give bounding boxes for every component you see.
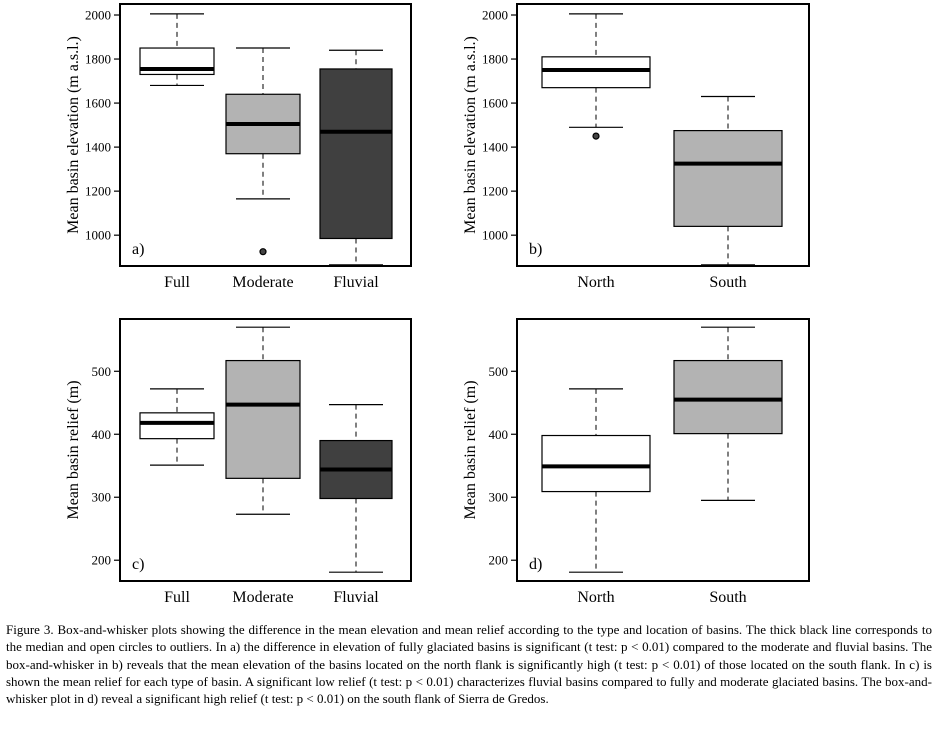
panel-3: 200 300 400 500 Mean basin relief (m) c) Full M…	[65, 318, 412, 606]
y-tick-label: 1200	[482, 184, 508, 199]
y-tick-label: 1800	[85, 52, 111, 67]
iqr-box	[319, 68, 393, 240]
iqr-box	[673, 359, 783, 435]
iqr-box	[541, 56, 651, 89]
x-category-label: South	[709, 589, 746, 606]
box-south	[673, 95, 783, 266]
x-category-label: North	[577, 274, 614, 291]
panel-label: d)	[529, 556, 542, 573]
box-moderate	[225, 326, 301, 515]
figure-caption: Figure 3. Box-and-whisker plots showing …	[6, 622, 932, 707]
box-south	[673, 326, 783, 501]
plot-frame	[516, 3, 810, 267]
y-axis-label: Mean basin elevation (m a.s.l.)	[462, 36, 479, 234]
iqr-box	[139, 412, 215, 440]
y-tick-label: 500	[92, 364, 112, 379]
iqr-box	[673, 129, 783, 227]
box-fluvial	[319, 49, 393, 266]
plot-frame	[119, 3, 412, 267]
box-fluvial	[319, 404, 393, 573]
y-tick-label: 1400	[482, 140, 508, 155]
x-category-label: Moderate	[232, 589, 293, 606]
panel-4: 200 300 400 500 Mean basin relief (m) d) North…	[462, 318, 810, 606]
box-north	[541, 13, 651, 140]
y-axis-label: Mean basin elevation (m a.s.l.)	[65, 36, 82, 234]
panel-label: c)	[132, 556, 144, 573]
y-tick-label: 1600	[85, 96, 111, 111]
box-north	[541, 388, 651, 573]
box-full	[139, 388, 215, 466]
iqr-box	[541, 434, 651, 493]
plot-frame	[119, 318, 412, 582]
y-tick-label: 300	[489, 490, 509, 505]
x-category-label: Fluvial	[333, 274, 379, 291]
y-tick-label: 400	[92, 427, 112, 442]
y-tick-label: 1000	[482, 228, 508, 243]
x-category-label: Full	[164, 589, 190, 606]
y-tick-label: 500	[489, 364, 509, 379]
x-category-label: Full	[164, 274, 190, 291]
y-tick-label: 2000	[482, 8, 508, 23]
y-tick-label: 1200	[85, 184, 111, 199]
box-moderate	[225, 47, 301, 256]
y-tick-label: 400	[489, 427, 509, 442]
y-tick-label: 1400	[85, 140, 111, 155]
x-category-label: South	[709, 274, 746, 291]
y-axis-label: Mean basin relief (m)	[65, 380, 82, 519]
y-tick-label: 200	[92, 553, 112, 568]
x-category-label: North	[577, 589, 614, 606]
y-tick-label: 1600	[482, 96, 508, 111]
y-tick-label: 1000	[85, 228, 111, 243]
y-axis-label: Mean basin relief (m)	[462, 380, 479, 519]
plot-frame	[516, 318, 810, 582]
x-category-label: Fluvial	[333, 589, 379, 606]
y-tick-label: 1800	[482, 52, 508, 67]
panel-label: a)	[132, 241, 144, 258]
outlier-point	[259, 248, 267, 256]
y-tick-label: 2000	[85, 8, 111, 23]
iqr-box	[225, 359, 301, 479]
y-tick-label: 200	[489, 553, 509, 568]
outlier-point	[592, 132, 600, 140]
y-tick-label: 300	[92, 490, 112, 505]
panel-label: b)	[529, 241, 542, 258]
box-full	[139, 13, 215, 87]
x-category-label: Moderate	[232, 274, 293, 291]
